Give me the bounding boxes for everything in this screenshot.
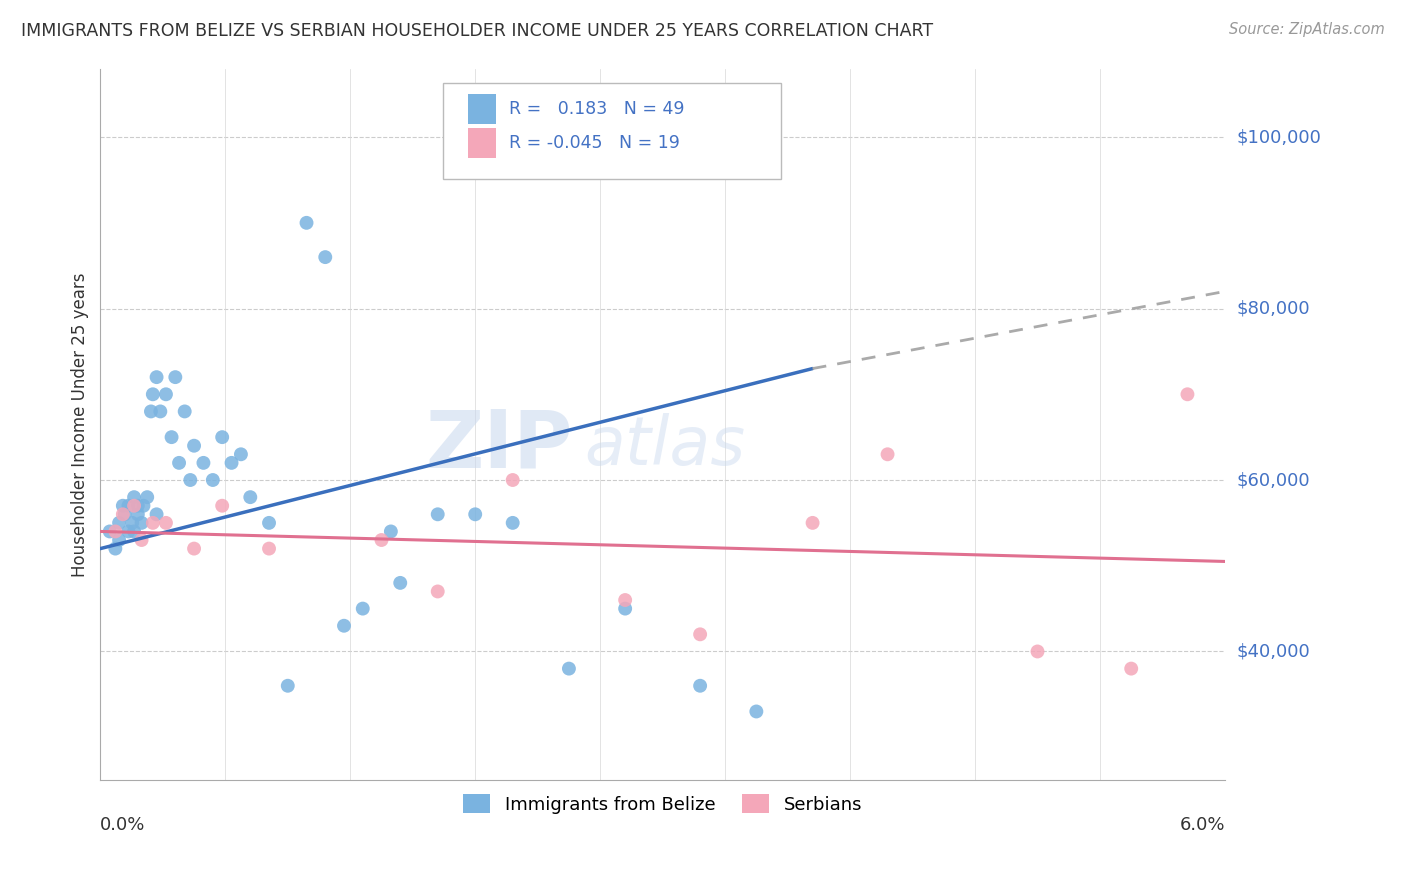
Point [1026,644,1049,658]
Point [104,524,127,539]
Point [108,516,131,530]
Point [127,508,149,522]
Point [370,533,392,547]
Point [165,370,187,384]
Point [136,490,159,504]
Text: $60,000: $60,000 [1236,471,1310,489]
Point [167,456,190,470]
Point [352,601,374,615]
Point [131,533,153,547]
Point [183,541,205,556]
Point [122,524,145,539]
Text: $80,000: $80,000 [1236,300,1310,318]
Point [114,508,136,522]
Text: R = -0.045   N = 19: R = -0.045 N = 19 [509,134,679,153]
Point [142,387,165,401]
Point [111,508,134,522]
Point [145,508,167,522]
Point [155,516,177,530]
Point [193,456,215,470]
Point [117,499,139,513]
Legend: Immigrants from Belize, Serbians: Immigrants from Belize, Serbians [456,787,869,821]
Point [614,593,637,607]
Point [108,533,131,547]
Point [211,499,233,513]
Point [142,516,165,530]
Text: IMMIGRANTS FROM BELIZE VS SERBIAN HOUSEHOLDER INCOME UNDER 25 YEARS CORRELATION : IMMIGRANTS FROM BELIZE VS SERBIAN HOUSEH… [21,22,934,40]
Point [380,524,402,539]
Point [426,508,449,522]
Text: 0.0%: 0.0% [100,815,146,834]
Point [145,370,167,384]
Point [277,679,299,693]
Point [117,524,139,539]
Point [98,524,121,539]
Text: 6.0%: 6.0% [1180,815,1225,834]
Point [149,404,172,418]
Point [173,404,195,418]
Point [1177,387,1199,401]
Point [160,430,183,444]
Text: Source: ZipAtlas.com: Source: ZipAtlas.com [1229,22,1385,37]
Point [1121,662,1143,676]
Point [689,679,711,693]
Point [876,447,898,461]
Point [122,499,145,513]
Point [155,387,177,401]
Text: R =   0.183   N = 49: R = 0.183 N = 49 [509,100,685,118]
Point [121,516,143,530]
Point [111,499,134,513]
Text: atlas: atlas [583,413,745,479]
Point [257,516,280,530]
Point [127,499,149,513]
Text: $100,000: $100,000 [1236,128,1322,146]
Point [211,430,233,444]
Bar [468,128,496,158]
FancyBboxPatch shape [443,83,780,178]
Point [426,584,449,599]
Point [502,473,524,487]
Point [464,508,486,522]
Text: ZIP: ZIP [426,407,572,484]
Point [104,541,127,556]
Point [132,499,155,513]
Point [122,490,145,504]
Point [257,541,280,556]
Point [502,516,524,530]
Point [558,662,581,676]
Point [295,216,318,230]
Point [221,456,243,470]
Text: $40,000: $40,000 [1236,642,1310,660]
Point [333,619,356,633]
Point [745,705,768,719]
Point [314,250,336,264]
Point [689,627,711,641]
Bar [468,95,496,124]
Point [201,473,224,487]
Y-axis label: Householder Income Under 25 years: Householder Income Under 25 years [72,272,89,576]
Point [801,516,824,530]
Point [131,516,153,530]
Point [239,490,262,504]
Point [229,447,252,461]
Point [389,575,412,590]
Point [614,601,637,615]
Point [183,439,205,453]
Point [139,404,162,418]
Point [179,473,201,487]
